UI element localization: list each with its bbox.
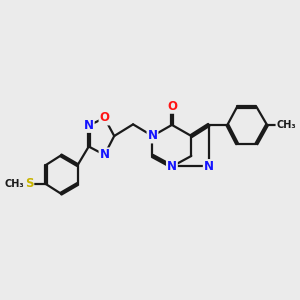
Text: N: N bbox=[204, 160, 214, 173]
Text: S: S bbox=[25, 178, 33, 190]
Text: O: O bbox=[167, 100, 177, 113]
Text: N: N bbox=[84, 119, 94, 132]
Text: N: N bbox=[167, 160, 177, 173]
Text: O: O bbox=[100, 112, 110, 124]
Text: N: N bbox=[100, 148, 110, 161]
Text: CH₃: CH₃ bbox=[4, 179, 24, 189]
Text: CH₃: CH₃ bbox=[276, 120, 296, 130]
Text: N: N bbox=[148, 130, 158, 142]
